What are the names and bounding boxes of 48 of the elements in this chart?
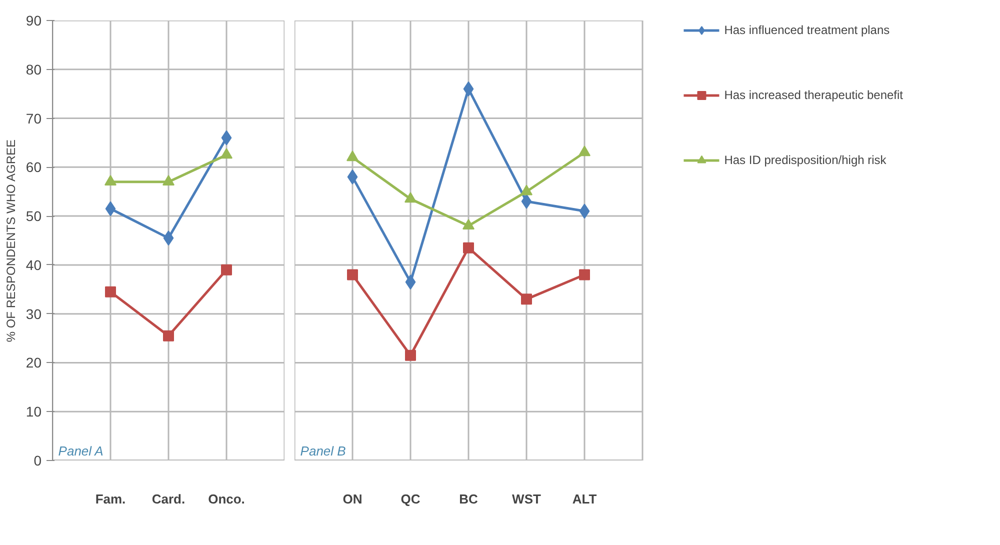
point — [221, 264, 232, 276]
point — [104, 174, 116, 186]
point — [105, 201, 116, 216]
point — [579, 269, 590, 280]
point — [462, 218, 474, 230]
y-tick-label: 20 — [26, 354, 42, 371]
point — [105, 286, 116, 298]
y-tick-label: 90 — [26, 12, 42, 28]
legend-label: Has increased therapeutic benefit — [724, 88, 903, 102]
point — [521, 194, 532, 209]
point — [221, 130, 232, 146]
x-tick-label: QC — [400, 492, 421, 506]
legend-label: Has ID predisposition/high risk — [724, 153, 886, 167]
y-tick-label: 50 — [26, 208, 42, 224]
annotation: Panel A — [58, 444, 104, 458]
point — [579, 204, 590, 219]
y-tick-label: 70 — [26, 110, 42, 126]
y-tick-label: 40 — [26, 256, 42, 273]
x-tick-label: Onco. — [208, 492, 245, 506]
y-axis-title: % OF RESPONDENTS WHO AGREE — [4, 139, 18, 342]
point — [463, 242, 474, 254]
point — [520, 184, 532, 196]
y-tick-label: 80 — [26, 61, 42, 78]
x-tick-label: Card. — [152, 492, 186, 506]
point — [347, 169, 358, 184]
point — [404, 192, 416, 203]
y-tick-label: 10 — [26, 404, 42, 420]
point — [521, 294, 532, 305]
point — [220, 148, 232, 159]
point — [347, 269, 358, 280]
point — [463, 81, 474, 96]
point — [405, 350, 416, 361]
point — [405, 274, 416, 290]
point — [162, 174, 174, 186]
y-tick-label: 30 — [26, 306, 42, 322]
point — [578, 146, 590, 156]
point — [346, 150, 358, 162]
x-tick-label: WST — [512, 492, 541, 506]
x-tick-label: ON — [342, 492, 362, 506]
annotation: Panel B — [300, 444, 346, 458]
point — [163, 330, 174, 342]
x-tick-label: ALT — [572, 492, 597, 506]
x-tick-label: Fam. — [95, 492, 126, 506]
y-tick-label: 0 — [34, 452, 42, 468]
legend-label: Has influenced treatment plans — [724, 23, 890, 37]
point — [163, 230, 174, 246]
y-tick-label: 60 — [26, 159, 42, 176]
x-tick-label: BC — [459, 492, 478, 506]
